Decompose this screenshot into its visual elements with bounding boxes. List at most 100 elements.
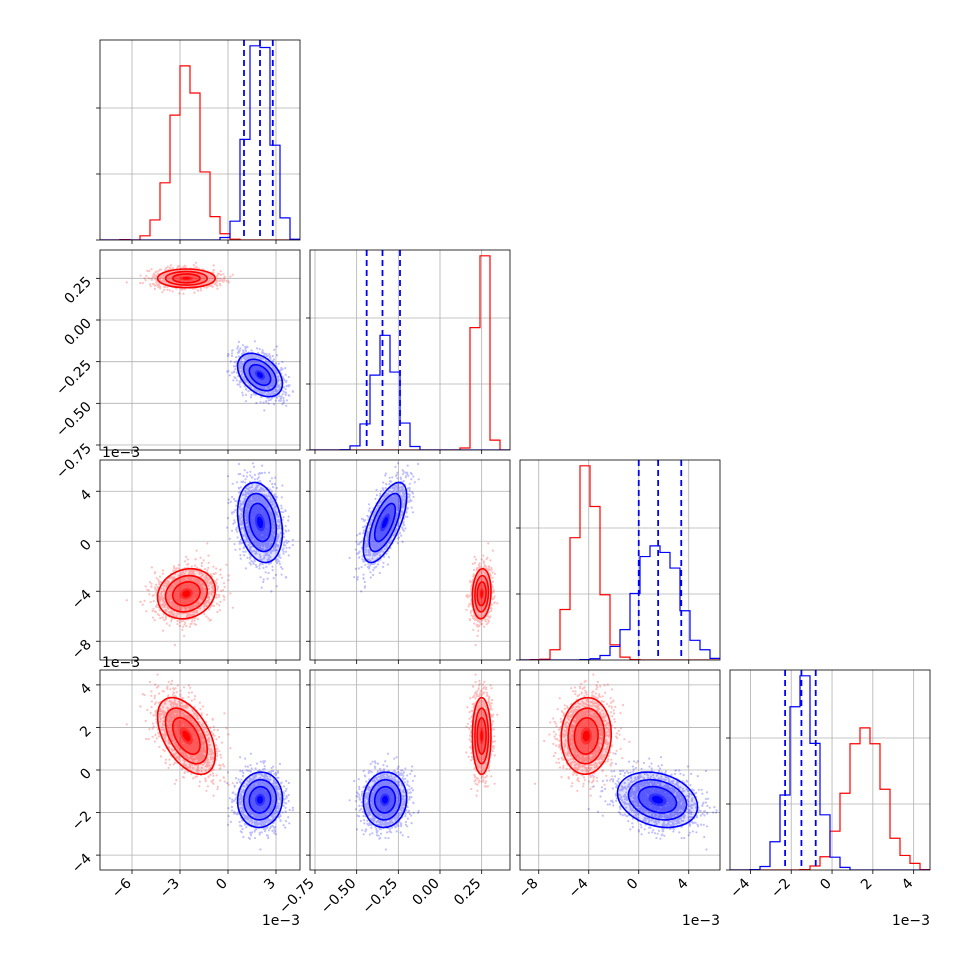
x-exponent-col3: 1e−3 bbox=[682, 913, 720, 929]
contour-line bbox=[368, 492, 402, 553]
contour-line bbox=[368, 778, 402, 821]
x-tick-label: 3 bbox=[261, 876, 279, 894]
panel-frame bbox=[519, 669, 721, 871]
panel-2-2 bbox=[516, 459, 721, 664]
contour-line bbox=[236, 771, 284, 829]
contour-line bbox=[156, 567, 216, 620]
x-tick-label: −2 bbox=[768, 876, 794, 902]
y-tick-label: −0.50 bbox=[53, 399, 95, 441]
histogram-series-0 bbox=[100, 65, 300, 240]
panel-frame bbox=[99, 39, 301, 241]
y-exponent-row3: 1e−3 bbox=[102, 445, 140, 461]
contour-line bbox=[236, 352, 284, 398]
contour-line bbox=[373, 785, 397, 814]
density-core bbox=[256, 516, 264, 529]
x-tick-label: 0 bbox=[624, 876, 642, 894]
contour-line bbox=[474, 574, 490, 613]
contour-line bbox=[637, 785, 678, 814]
y-tick-label: 2 bbox=[77, 723, 95, 741]
contour-line bbox=[476, 581, 487, 607]
y-tick-label: −4 bbox=[69, 851, 95, 877]
contour-line bbox=[362, 481, 408, 564]
histogram-series-1 bbox=[310, 334, 510, 450]
contour-line bbox=[471, 567, 492, 620]
x-tick-label: 0 bbox=[817, 876, 835, 894]
panel-3-3: −4 −2 0 2 4 bbox=[726, 669, 931, 902]
contour-line bbox=[471, 696, 492, 776]
density-core bbox=[381, 795, 389, 804]
contour-line bbox=[373, 502, 397, 543]
y-tick-label: −0.75 bbox=[53, 441, 95, 483]
y-tick-label: −8 bbox=[69, 637, 95, 663]
histogram-series-0 bbox=[730, 727, 930, 870]
panel-3-2: −8 −4 0 4 bbox=[516, 669, 721, 902]
y-tick-label: −0.25 bbox=[53, 357, 95, 399]
density-core bbox=[480, 730, 483, 742]
histogram-series-0 bbox=[310, 255, 510, 450]
contour-line bbox=[171, 716, 201, 755]
panel-0-0 bbox=[96, 39, 301, 244]
contour-line bbox=[164, 574, 209, 613]
x-tick-label: 0 bbox=[213, 876, 231, 894]
y-tick-label: 4 bbox=[77, 487, 95, 505]
contour-line bbox=[156, 268, 216, 289]
x-tick-label: 0.25 bbox=[451, 876, 484, 909]
x-tick-label: 0.00 bbox=[409, 876, 442, 909]
contour-line bbox=[156, 696, 217, 776]
contour-line bbox=[476, 716, 487, 755]
x-tick-label: −4 bbox=[727, 875, 753, 901]
y-tick-label: −2 bbox=[69, 808, 95, 834]
panel-frame bbox=[309, 669, 511, 871]
x-tick-label: −4 bbox=[566, 875, 592, 901]
contour-line bbox=[560, 696, 613, 776]
panel-1-0: −0.75−0.50−0.25 0.00 0.25 bbox=[53, 249, 301, 483]
exponent-labels: 1e−3 1e−3 1e−3 1e−3 1e−3 bbox=[102, 445, 930, 929]
y-exponent-row4: 1e−3 bbox=[102, 655, 140, 671]
x-tick-label: −0.50 bbox=[318, 876, 360, 918]
panel-frame bbox=[729, 669, 931, 871]
contour-line bbox=[164, 270, 209, 286]
contour-line bbox=[171, 581, 201, 607]
panel-frame bbox=[99, 459, 301, 661]
histogram-series-1 bbox=[520, 545, 720, 660]
contour-line bbox=[248, 502, 272, 543]
x-exponent-col4: 1e−3 bbox=[892, 913, 930, 929]
panel-frame bbox=[309, 459, 511, 661]
density-core bbox=[381, 516, 389, 529]
density-core bbox=[651, 795, 664, 804]
density-core bbox=[182, 590, 191, 598]
x-tick-label: −8 bbox=[516, 876, 542, 902]
histogram-series-0 bbox=[520, 465, 720, 660]
contour-line bbox=[573, 716, 599, 755]
x-exponent-col1: 1e−3 bbox=[262, 913, 300, 929]
y-tick-label: 4 bbox=[77, 680, 95, 698]
contour-line bbox=[567, 707, 606, 765]
y-tick-label: 0.25 bbox=[61, 274, 94, 307]
panel-frame bbox=[519, 459, 721, 661]
panel-frame bbox=[99, 249, 301, 451]
y-tick-label: 0.00 bbox=[61, 316, 94, 349]
contour-line bbox=[242, 492, 278, 553]
x-tick-label: −6 bbox=[109, 875, 135, 901]
contour-line bbox=[171, 273, 201, 284]
panel-1-1 bbox=[306, 249, 511, 454]
x-tick-label: −0.75 bbox=[276, 876, 318, 918]
panel-3-0: −6 −3 0 3 −4 −2 0 2 4 bbox=[69, 669, 301, 901]
panel-2-0: −8 −4 0 4 bbox=[69, 459, 301, 664]
contour-line bbox=[164, 707, 209, 765]
x-tick-label: 4 bbox=[899, 875, 917, 893]
contour-line bbox=[627, 778, 688, 821]
contour-line bbox=[242, 778, 278, 821]
y-tick-label: −4 bbox=[69, 587, 95, 613]
contour-line bbox=[248, 363, 272, 387]
y-tick-label: 0 bbox=[77, 537, 95, 555]
contour-line bbox=[236, 481, 284, 564]
density-core bbox=[480, 590, 483, 598]
density-core bbox=[256, 371, 264, 379]
x-tick-label: 2 bbox=[858, 876, 876, 894]
contour-line bbox=[242, 358, 278, 392]
x-tick-label: 4 bbox=[674, 875, 692, 893]
panel-2-1 bbox=[306, 459, 511, 664]
x-tick-label: −0.25 bbox=[360, 876, 402, 918]
density-core bbox=[256, 795, 264, 804]
